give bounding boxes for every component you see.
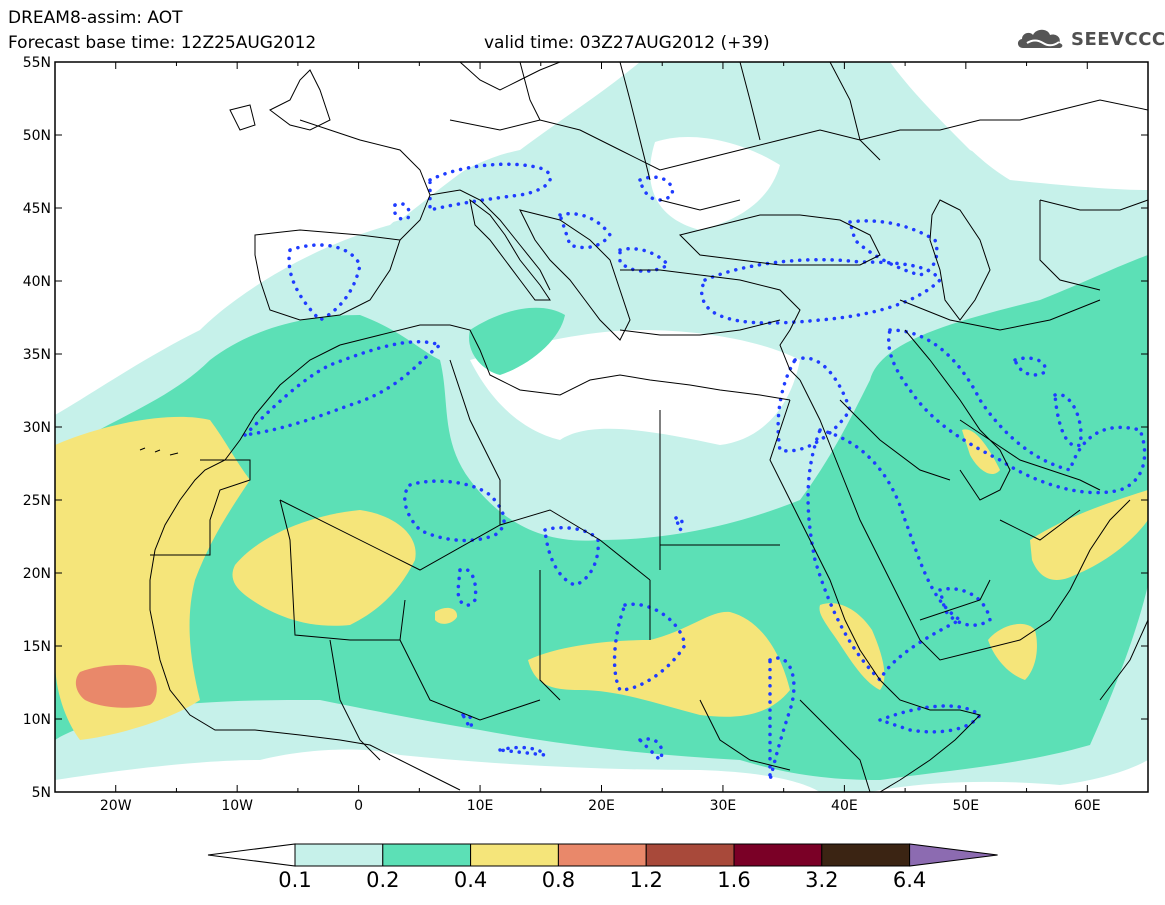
legend-label: 0.2 bbox=[366, 868, 400, 892]
lon-label: 10E bbox=[467, 798, 494, 814]
aot-field-0.4 bbox=[55, 416, 250, 740]
legend-over-triangle bbox=[909, 843, 998, 867]
legend-swatch bbox=[557, 843, 647, 867]
legend-label: 1.6 bbox=[717, 868, 751, 892]
lat-label: 45N bbox=[23, 201, 51, 217]
seevccc-logo: SEEVCCC bbox=[1015, 24, 1165, 54]
legend-swatch bbox=[645, 843, 735, 867]
map-title: DREAM8-assim: AOT bbox=[8, 8, 183, 28]
dust-contours bbox=[240, 162, 1147, 781]
lon-label: 60E bbox=[1074, 798, 1101, 814]
lat-label: 15N bbox=[23, 639, 51, 655]
lon-label: 20E bbox=[588, 798, 615, 814]
aot-legend-labels: 0.1 0.2 0.4 0.8 1.2 1.6 3.2 6.4 bbox=[0, 868, 1165, 892]
lon-label: 20W bbox=[100, 798, 132, 814]
cloud-icon bbox=[1017, 29, 1063, 48]
lat-label: 10N bbox=[23, 712, 51, 728]
lon-label: 40E bbox=[831, 798, 858, 814]
legend-label: 0.1 bbox=[278, 868, 312, 892]
lat-label: 5N bbox=[32, 785, 51, 801]
lat-label: 55N bbox=[23, 55, 51, 71]
lon-label: 30E bbox=[710, 798, 737, 814]
lat-label: 40N bbox=[23, 274, 51, 290]
logo-text: SEEVCCC bbox=[1071, 28, 1165, 50]
aot-field-0.8 bbox=[75, 664, 157, 708]
lat-label: 25N bbox=[23, 493, 51, 509]
lon-label: 50E bbox=[952, 798, 979, 814]
graticule: 20W 10W 0 10E 20E 30E 40E 50E 60E 55N 50N 45N 40N 35N… bbox=[23, 55, 1149, 814]
valid-time: valid time: 03Z27AUG2012 (+39) bbox=[484, 33, 770, 53]
legend-swatch bbox=[382, 843, 472, 867]
legend-label: 3.2 bbox=[805, 868, 839, 892]
legend-swatch bbox=[470, 843, 559, 867]
coastlines bbox=[139, 62, 1148, 792]
lon-label: 0 bbox=[354, 798, 363, 814]
legend-label: 6.4 bbox=[892, 868, 927, 892]
lat-label: 30N bbox=[23, 420, 51, 436]
aot-fields bbox=[55, 62, 1148, 792]
legend-label: 1.2 bbox=[629, 868, 663, 892]
legend-swatch bbox=[733, 843, 823, 867]
legend-under-triangle bbox=[207, 843, 296, 867]
lat-label: 50N bbox=[23, 128, 51, 144]
aot-legend-colorbar bbox=[207, 843, 998, 867]
legend-label: 0.4 bbox=[453, 868, 488, 892]
lat-label: 20N bbox=[23, 566, 51, 582]
forecast-base-time: Forecast base time: 12Z25AUG2012 bbox=[8, 33, 317, 53]
legend-swatch bbox=[821, 843, 911, 867]
lon-label: 10W bbox=[221, 798, 253, 814]
legend-label: 0.8 bbox=[541, 868, 576, 892]
legend-swatch bbox=[294, 843, 384, 867]
lat-label: 35N bbox=[23, 347, 51, 363]
